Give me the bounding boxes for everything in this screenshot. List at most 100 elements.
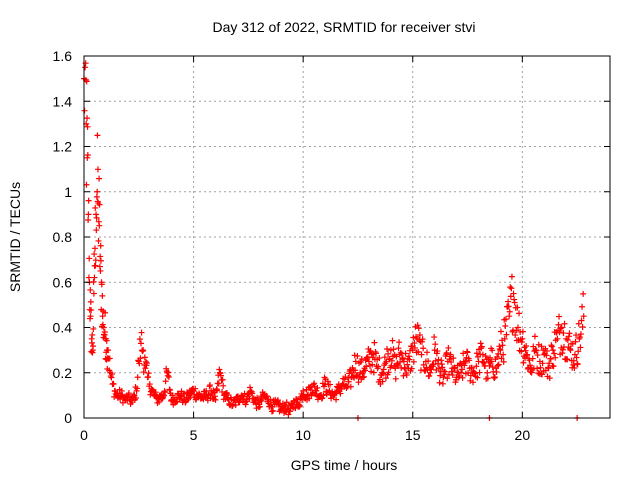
- data-point: [457, 369, 464, 376]
- data-point-dense: [560, 330, 567, 337]
- data-point-dense: [423, 349, 430, 356]
- data-point-dense: [285, 411, 292, 418]
- data-point-dense: [579, 303, 586, 310]
- data-point-dense: [192, 385, 199, 392]
- data-point-dense: [84, 123, 91, 130]
- data-point-dense: [99, 321, 106, 328]
- data-point-dense: [337, 390, 344, 397]
- data-point-dense: [136, 336, 143, 343]
- data-point-dense: [578, 317, 585, 324]
- data-point-dense: [419, 336, 426, 343]
- data-point-dense: [87, 298, 94, 305]
- data-point-dense: [502, 322, 509, 329]
- data-point: [488, 358, 495, 365]
- data-point-dense: [546, 375, 553, 382]
- data-point-dense: [371, 339, 378, 346]
- data-point-dense: [162, 389, 169, 396]
- data-point-dense: [406, 356, 413, 363]
- data-point: [212, 396, 219, 403]
- data-point-dense: [373, 350, 380, 357]
- data-point: [137, 340, 144, 347]
- data-point-dense: [546, 360, 553, 367]
- data-point-dense: [370, 369, 377, 376]
- data-point-dense: [89, 331, 96, 338]
- data-point-dense: [494, 362, 501, 369]
- data-point-dense: [564, 356, 571, 363]
- data-point-dense: [85, 217, 92, 224]
- data-point-dense: [444, 375, 451, 382]
- data-point: [400, 358, 407, 365]
- data-point-dense: [534, 352, 541, 359]
- x-tick-label: 20: [515, 427, 531, 443]
- data-point: [387, 347, 394, 354]
- data-point-dense: [319, 394, 326, 401]
- data-point: [519, 335, 526, 342]
- data-point-dense: [165, 374, 172, 381]
- data-point: [554, 335, 561, 342]
- y-tick-label: 0.6: [53, 274, 73, 290]
- data-point-dense: [467, 377, 474, 384]
- data-point-dense: [385, 369, 392, 376]
- data-point-dense: [516, 310, 523, 317]
- data-point-dense: [402, 350, 409, 357]
- data-point: [146, 381, 153, 388]
- data-point-dense: [363, 363, 370, 370]
- data-point-dense: [484, 375, 491, 382]
- data-point-dense: [508, 273, 515, 280]
- data-point-dense: [400, 372, 407, 379]
- data-point-dense: [575, 320, 582, 327]
- data-point-dense: [106, 355, 113, 362]
- data-point: [427, 369, 434, 376]
- data-point-dense: [133, 394, 140, 401]
- data-point-dense: [503, 331, 510, 338]
- data-point-dense: [439, 380, 446, 387]
- data-point-dense: [498, 355, 505, 362]
- data-point-dense: [530, 343, 537, 350]
- data-point-dense: [156, 399, 163, 406]
- data-point-dense: [90, 343, 97, 350]
- data-point-dense: [333, 396, 340, 403]
- data-point-dense: [519, 328, 526, 335]
- data-point-dense: [451, 365, 458, 372]
- data-point: [97, 267, 104, 274]
- data-point-dense: [416, 331, 423, 338]
- data-point: [100, 324, 107, 331]
- data-point-dense: [305, 391, 312, 398]
- data-point-dense: [390, 346, 397, 353]
- data-point-dense: [548, 343, 555, 350]
- data-point-dense: [136, 360, 143, 367]
- data-point-dense: [375, 363, 382, 370]
- y-tick-label: 1.2: [53, 139, 73, 155]
- data-point-dense: [215, 380, 222, 387]
- data-point-dense: [497, 328, 504, 335]
- data-point-dense: [97, 253, 104, 260]
- data-point-dense: [556, 313, 563, 320]
- data-point-dense: [445, 344, 452, 351]
- data-point-dense: [354, 353, 361, 360]
- data-point-dense: [134, 385, 141, 392]
- data-point-dense: [93, 193, 100, 200]
- data-point-dense: [573, 332, 580, 339]
- data-point-dense: [249, 390, 256, 397]
- data-point: [440, 374, 447, 381]
- data-point-dense: [152, 389, 159, 396]
- data-point-dense: [561, 320, 568, 327]
- data-point-dense: [347, 383, 354, 390]
- data-point-dense: [96, 201, 103, 208]
- data-point-dense: [88, 339, 95, 346]
- data-point-dense: [420, 361, 427, 368]
- data-point-dense: [404, 361, 411, 368]
- data-point: [479, 351, 486, 358]
- data-point-dense: [448, 359, 455, 366]
- data-point-dense: [411, 344, 418, 351]
- data-point-dense: [527, 362, 534, 369]
- data-point-dense: [410, 358, 417, 365]
- data-point-dense: [415, 348, 422, 355]
- data-point-dense: [435, 356, 442, 363]
- data-point-dense: [491, 374, 498, 381]
- data-point-dense: [466, 357, 473, 364]
- data-point-dense: [557, 325, 564, 332]
- data-point: [87, 313, 94, 320]
- data-point-dense: [566, 330, 573, 337]
- data-point-dense: [141, 354, 148, 361]
